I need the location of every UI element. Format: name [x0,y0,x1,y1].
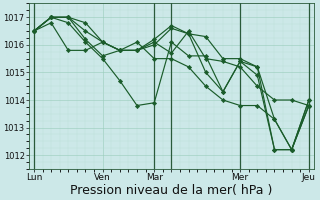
X-axis label: Pression niveau de la mer( hPa ): Pression niveau de la mer( hPa ) [70,184,273,197]
